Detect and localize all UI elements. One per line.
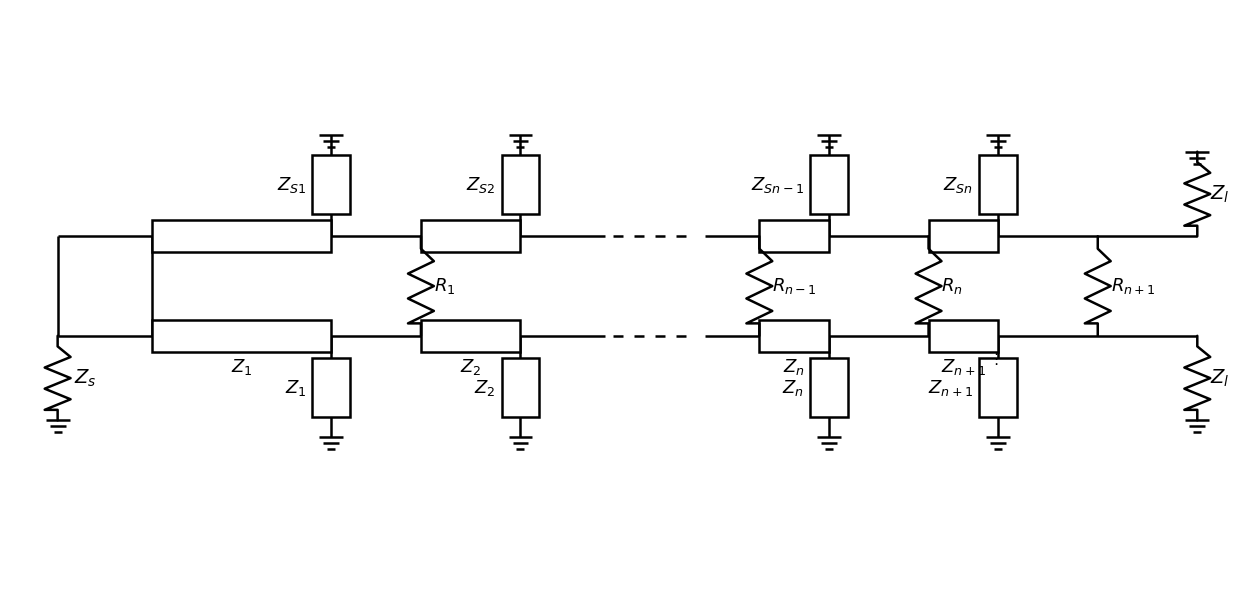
Bar: [153, 320, 331, 352]
Text: $Z_n$: $Z_n$: [784, 357, 805, 377]
Bar: [759, 320, 830, 352]
Text: $Z_{S1}$: $Z_{S1}$: [277, 175, 306, 194]
Bar: [810, 155, 848, 215]
Bar: [312, 155, 350, 215]
Text: $Z_{Sn}$: $Z_{Sn}$: [944, 175, 973, 194]
Text: $Z_{S2}$: $Z_{S2}$: [466, 175, 496, 194]
Bar: [153, 221, 331, 252]
Bar: [929, 320, 998, 352]
Text: $R_{n-1}$: $R_{n-1}$: [773, 276, 817, 296]
Text: $Z_2$: $Z_2$: [460, 357, 481, 377]
Bar: [501, 358, 539, 417]
Bar: [810, 358, 848, 417]
Text: $Z_1$: $Z_1$: [231, 357, 253, 377]
Text: $R_n$: $R_n$: [941, 276, 963, 296]
Bar: [980, 155, 1017, 215]
Text: $R_1$: $R_1$: [434, 276, 455, 296]
Text: $Z_{n+1}$: $Z_{n+1}$: [929, 378, 973, 398]
Bar: [759, 221, 830, 252]
Text: $Z_n$: $Z_n$: [782, 378, 804, 398]
Bar: [501, 155, 539, 215]
Text: $Z_1$: $Z_1$: [285, 378, 306, 398]
Bar: [929, 221, 998, 252]
Text: $Z_2$: $Z_2$: [474, 378, 496, 398]
Text: $Z_{n+1}$: $Z_{n+1}$: [941, 357, 986, 377]
Text: $Z_{Sn-1}$: $Z_{Sn-1}$: [751, 175, 804, 194]
Bar: [312, 358, 350, 417]
Text: $Z_l$: $Z_l$: [1210, 368, 1230, 389]
Text: $R_{n+1}$: $R_{n+1}$: [1111, 276, 1156, 296]
Bar: [420, 320, 521, 352]
Text: $Z_s$: $Z_s$: [73, 368, 97, 389]
Bar: [980, 358, 1017, 417]
Text: $\vdots$: $\vdots$: [988, 351, 998, 367]
Bar: [420, 221, 521, 252]
Text: $Z_l$: $Z_l$: [1210, 184, 1230, 204]
